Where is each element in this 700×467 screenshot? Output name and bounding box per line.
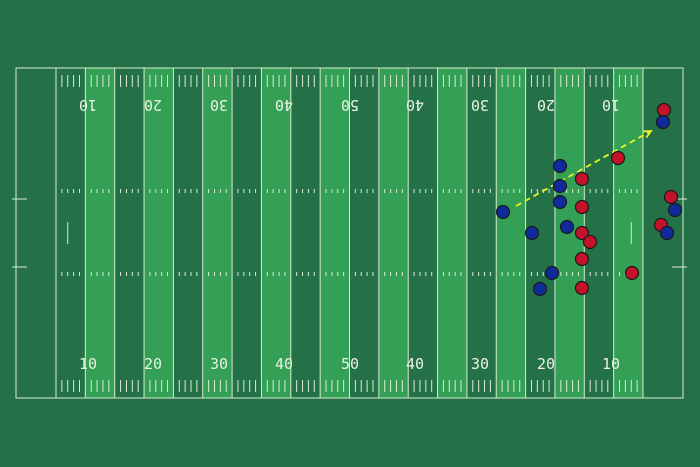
yard-number-top: 20 [537, 96, 555, 114]
offense-player [667, 202, 683, 218]
field-stripes [16, 68, 683, 398]
defense-player [582, 234, 598, 250]
yard-number-top: 40 [275, 96, 293, 114]
field-stripe [173, 68, 203, 398]
yard-number-top: 30 [210, 96, 228, 114]
yard-numbers-bottom: 10 20 30 40 50 40 30 20 10 [79, 355, 620, 373]
defense-player [574, 199, 590, 215]
field-stripe [56, 68, 86, 398]
end-zone-left [16, 68, 56, 398]
yard-number-top: 40 [406, 96, 424, 114]
yard-number-bottom: 10 [602, 355, 620, 373]
yard-number-bottom: 20 [537, 355, 555, 373]
field-stripe [85, 68, 115, 398]
field-stripe [261, 68, 291, 398]
offense-player [552, 158, 568, 174]
field-stripe [378, 68, 409, 398]
field-stripe [408, 68, 438, 398]
yard-number-top: 10 [79, 96, 97, 114]
defense-player [624, 265, 640, 281]
yard-number-bottom: 10 [79, 355, 97, 373]
yard-number-top: 50 [341, 96, 359, 114]
yard-number-top: 30 [471, 96, 489, 114]
defense-player [656, 102, 672, 118]
yard-number-top: 20 [144, 96, 162, 114]
offense-player [559, 219, 575, 235]
players-layer [495, 102, 683, 297]
yard-number-bottom: 40 [406, 355, 424, 373]
pass-route-line [515, 130, 652, 207]
pass-route [515, 129, 653, 207]
defense-player [574, 251, 590, 267]
field-stripe [584, 68, 614, 398]
defense-player [574, 225, 590, 241]
pass-route-arrowhead [642, 129, 653, 139]
field-stripe [144, 68, 174, 398]
yard-number-bottom: 50 [341, 355, 359, 373]
field-stripe [349, 68, 379, 398]
hash-marks [61, 75, 638, 392]
field-stripe [466, 68, 497, 398]
offense-player [544, 265, 560, 281]
offense-player [655, 114, 671, 130]
offense-player [552, 194, 568, 210]
offense-player [532, 281, 548, 297]
field-stripe [437, 68, 467, 398]
yard-lines [55, 68, 644, 398]
field-stripe [613, 68, 643, 398]
offense-player [552, 178, 568, 194]
yard-number-top: 10 [602, 96, 620, 114]
offense-player [495, 204, 511, 220]
offense-player [659, 225, 675, 241]
defense-player [610, 150, 626, 166]
yard-number-bottom: 30 [471, 355, 489, 373]
field-stripe [290, 68, 321, 398]
yard-number-bottom: 40 [275, 355, 293, 373]
defense-player [663, 189, 679, 205]
defense-player [574, 171, 590, 187]
field-stripe [232, 68, 262, 398]
field-stripe [496, 68, 526, 398]
field-stripe [202, 68, 233, 398]
goal-posts [12, 198, 687, 268]
yard-numbers-top: 10 20 30 40 50 40 30 20 10 [79, 96, 620, 114]
yard-number-bottom: 20 [144, 355, 162, 373]
offense-player [524, 225, 540, 241]
yard-number-bottom: 30 [210, 355, 228, 373]
field-stripe [320, 68, 350, 398]
field-stripe [114, 68, 145, 398]
defense-player [574, 280, 590, 296]
